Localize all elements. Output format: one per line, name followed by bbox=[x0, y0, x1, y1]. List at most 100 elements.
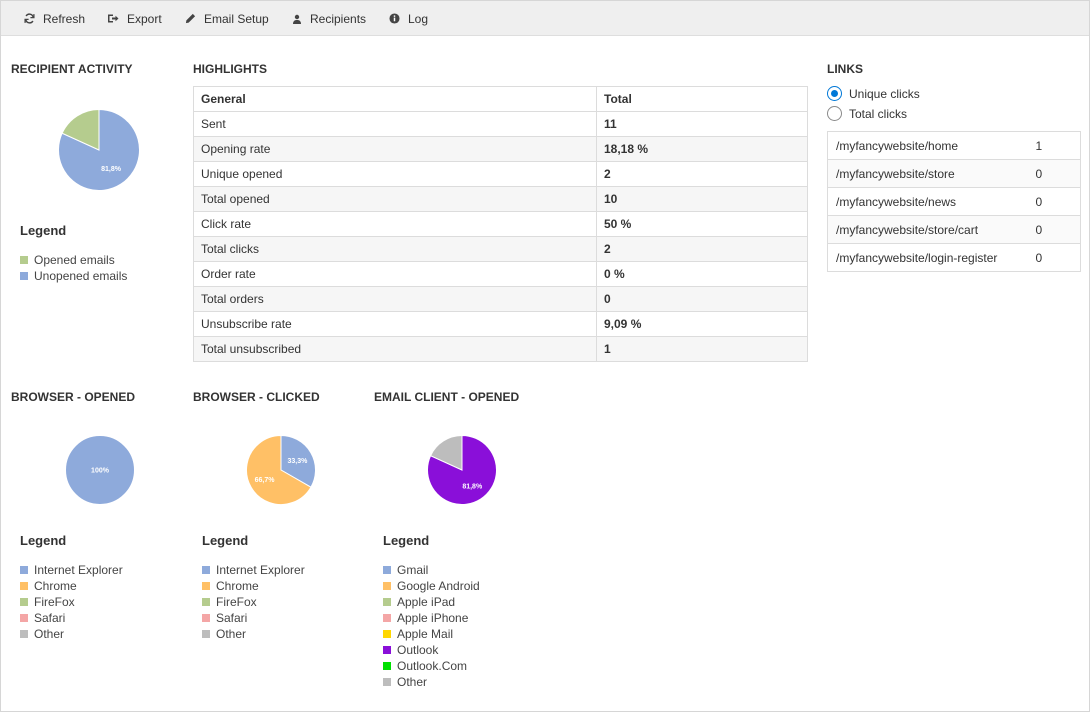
legend-item-opened-emails: Opened emails bbox=[20, 252, 127, 268]
legend-label: Gmail bbox=[397, 563, 429, 577]
legend-item: Google Android bbox=[383, 578, 480, 594]
highlights-table: General Total Sent 11 Opening rate 18,18 % U… bbox=[193, 86, 808, 362]
legend-swatch bbox=[202, 582, 210, 590]
email-client-legend-title: Legend bbox=[383, 533, 430, 548]
legend-label: Other bbox=[34, 627, 65, 641]
legend-swatch bbox=[383, 662, 391, 670]
legend-label: FireFox bbox=[216, 595, 257, 609]
link-count: 0 bbox=[1027, 187, 1081, 216]
legend-swatch bbox=[202, 614, 210, 622]
link-url: /myfancywebsite/home bbox=[827, 131, 1028, 160]
log-button[interactable]: Log bbox=[389, 1, 428, 36]
legend-label: Apple iPhone bbox=[397, 611, 469, 625]
legend-label: Safari bbox=[216, 611, 248, 625]
legend-item: Safari bbox=[20, 610, 123, 626]
column-header-total: Total bbox=[596, 86, 808, 112]
legend-label: FireFox bbox=[34, 595, 75, 609]
refresh-button[interactable]: Refresh bbox=[24, 1, 85, 36]
legend-swatch bbox=[383, 582, 391, 590]
metric-value: 0 bbox=[596, 286, 808, 312]
unique-clicks-radio[interactable]: Unique clicks bbox=[827, 86, 920, 101]
browser-clicked-legend: Internet Explorer Chrome FireFox Safari Othe… bbox=[202, 562, 305, 642]
table-row: Unsubscribe rate 9,09 % bbox=[193, 311, 808, 337]
legend-label: Google Android bbox=[397, 579, 480, 593]
table-row: Sent 11 bbox=[193, 111, 808, 137]
refresh-icon bbox=[24, 13, 35, 24]
pie-data-label: 33,3% bbox=[287, 458, 308, 465]
legend-label: Other bbox=[216, 627, 247, 641]
legend-item: Chrome bbox=[202, 578, 305, 594]
link-row[interactable]: /myfancywebsite/login-register 0 bbox=[827, 243, 1081, 272]
links-table: /myfancywebsite/home 1/myfancywebsite/sto… bbox=[827, 131, 1081, 272]
email-client-pie: 81,8% bbox=[427, 435, 497, 505]
metric-value: 2 bbox=[596, 161, 808, 187]
metric-label: Total orders bbox=[193, 286, 597, 312]
metric-label: Opening rate bbox=[193, 136, 597, 162]
legend-item: Apple iPad bbox=[383, 594, 480, 610]
legend-label: Outlook.Com bbox=[397, 659, 468, 673]
metric-label: Total opened bbox=[193, 186, 597, 212]
pie-slice-opened-emails bbox=[61, 109, 100, 151]
recipients-button[interactable]: Recipients bbox=[292, 1, 366, 36]
table-row: Total clicks 2 bbox=[193, 236, 808, 262]
link-count: 1 bbox=[1027, 131, 1081, 160]
legend-item: Chrome bbox=[20, 578, 123, 594]
table-row: Opening rate 18,18 % bbox=[193, 136, 808, 162]
export-button[interactable]: Export bbox=[107, 1, 162, 36]
browser-opened-title: BROWSER - OPENED bbox=[11, 390, 136, 404]
metric-value: 2 bbox=[596, 236, 808, 262]
pie-data-label: 66,7% bbox=[255, 477, 276, 484]
link-url: /myfancywebsite/store bbox=[827, 159, 1028, 188]
export-label: Export bbox=[127, 11, 162, 26]
email-setup-button[interactable]: Email Setup bbox=[185, 1, 269, 36]
link-count: 0 bbox=[1027, 159, 1081, 188]
pie-data-label: 81,8% bbox=[462, 483, 483, 490]
link-row[interactable]: /myfancywebsite/store/cart 0 bbox=[827, 215, 1081, 244]
metric-value: 10 bbox=[596, 186, 808, 212]
legend-label: Opened emails bbox=[34, 253, 115, 267]
legend-label: Internet Explorer bbox=[34, 563, 123, 577]
recipients-label: Recipients bbox=[310, 11, 367, 26]
legend-item: Other bbox=[20, 626, 123, 642]
radio-button[interactable] bbox=[827, 106, 842, 121]
email-setup-label: Email Setup bbox=[204, 11, 269, 26]
radio-button-checked[interactable] bbox=[827, 86, 842, 101]
legend-swatch bbox=[383, 598, 391, 606]
legend-swatch bbox=[202, 630, 210, 638]
refresh-label: Refresh bbox=[43, 11, 86, 26]
table-row: Click rate 50 % bbox=[193, 211, 808, 237]
legend-item: Outlook.Com bbox=[383, 658, 480, 674]
info-icon bbox=[389, 13, 400, 24]
metric-value: 1 bbox=[596, 336, 808, 362]
highlights-title: HIGHLIGHTS bbox=[193, 62, 267, 76]
legend-swatch bbox=[20, 614, 28, 622]
legend-label: Chrome bbox=[216, 579, 259, 593]
legend-item: Other bbox=[202, 626, 305, 642]
pie-slice-chrome bbox=[246, 435, 312, 505]
link-count: 0 bbox=[1027, 243, 1081, 272]
legend-item: Internet Explorer bbox=[202, 562, 305, 578]
metric-label: Order rate bbox=[193, 261, 597, 287]
legend-label: Unopened emails bbox=[34, 269, 128, 283]
metric-value: 50 % bbox=[596, 211, 808, 237]
link-row[interactable]: /myfancywebsite/home 1 bbox=[827, 131, 1081, 160]
link-row[interactable]: /myfancywebsite/store 0 bbox=[827, 159, 1081, 188]
browser-opened-pie: 100% bbox=[65, 435, 135, 505]
metric-value: 18,18 % bbox=[596, 136, 808, 162]
metric-label: Unsubscribe rate bbox=[193, 311, 597, 337]
legend-swatch bbox=[383, 646, 391, 654]
legend-item: Outlook bbox=[383, 642, 480, 658]
legend-swatch bbox=[383, 614, 391, 622]
metric-value: 0 % bbox=[596, 261, 808, 287]
legend-swatch bbox=[20, 256, 28, 264]
link-row[interactable]: /myfancywebsite/news 0 bbox=[827, 187, 1081, 216]
recipient-activity-pie: 81,8% bbox=[58, 109, 140, 191]
legend-item: FireFox bbox=[20, 594, 123, 610]
pie-slice-outlook bbox=[427, 435, 497, 505]
legend-label: Safari bbox=[34, 611, 66, 625]
total-clicks-radio[interactable]: Total clicks bbox=[827, 106, 907, 121]
metric-value: 11 bbox=[596, 111, 808, 137]
legend-label: Outlook bbox=[397, 643, 439, 657]
table-row: Total unsubscribed 1 bbox=[193, 336, 808, 362]
browser-clicked-legend-title: Legend bbox=[202, 533, 249, 548]
